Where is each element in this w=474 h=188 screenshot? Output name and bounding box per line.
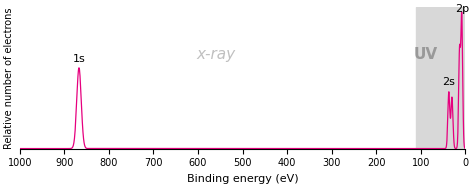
Bar: [416, 7, 465, 149]
Text: x-ray: x-ray: [196, 47, 236, 62]
Y-axis label: Relative number of electrons: Relative number of electrons: [4, 7, 14, 149]
Text: 2p: 2p: [455, 4, 469, 14]
Text: 2s: 2s: [442, 77, 455, 87]
Text: UV: UV: [414, 47, 438, 62]
Text: 1s: 1s: [73, 54, 85, 64]
X-axis label: Binding energy (eV): Binding energy (eV): [187, 174, 298, 184]
